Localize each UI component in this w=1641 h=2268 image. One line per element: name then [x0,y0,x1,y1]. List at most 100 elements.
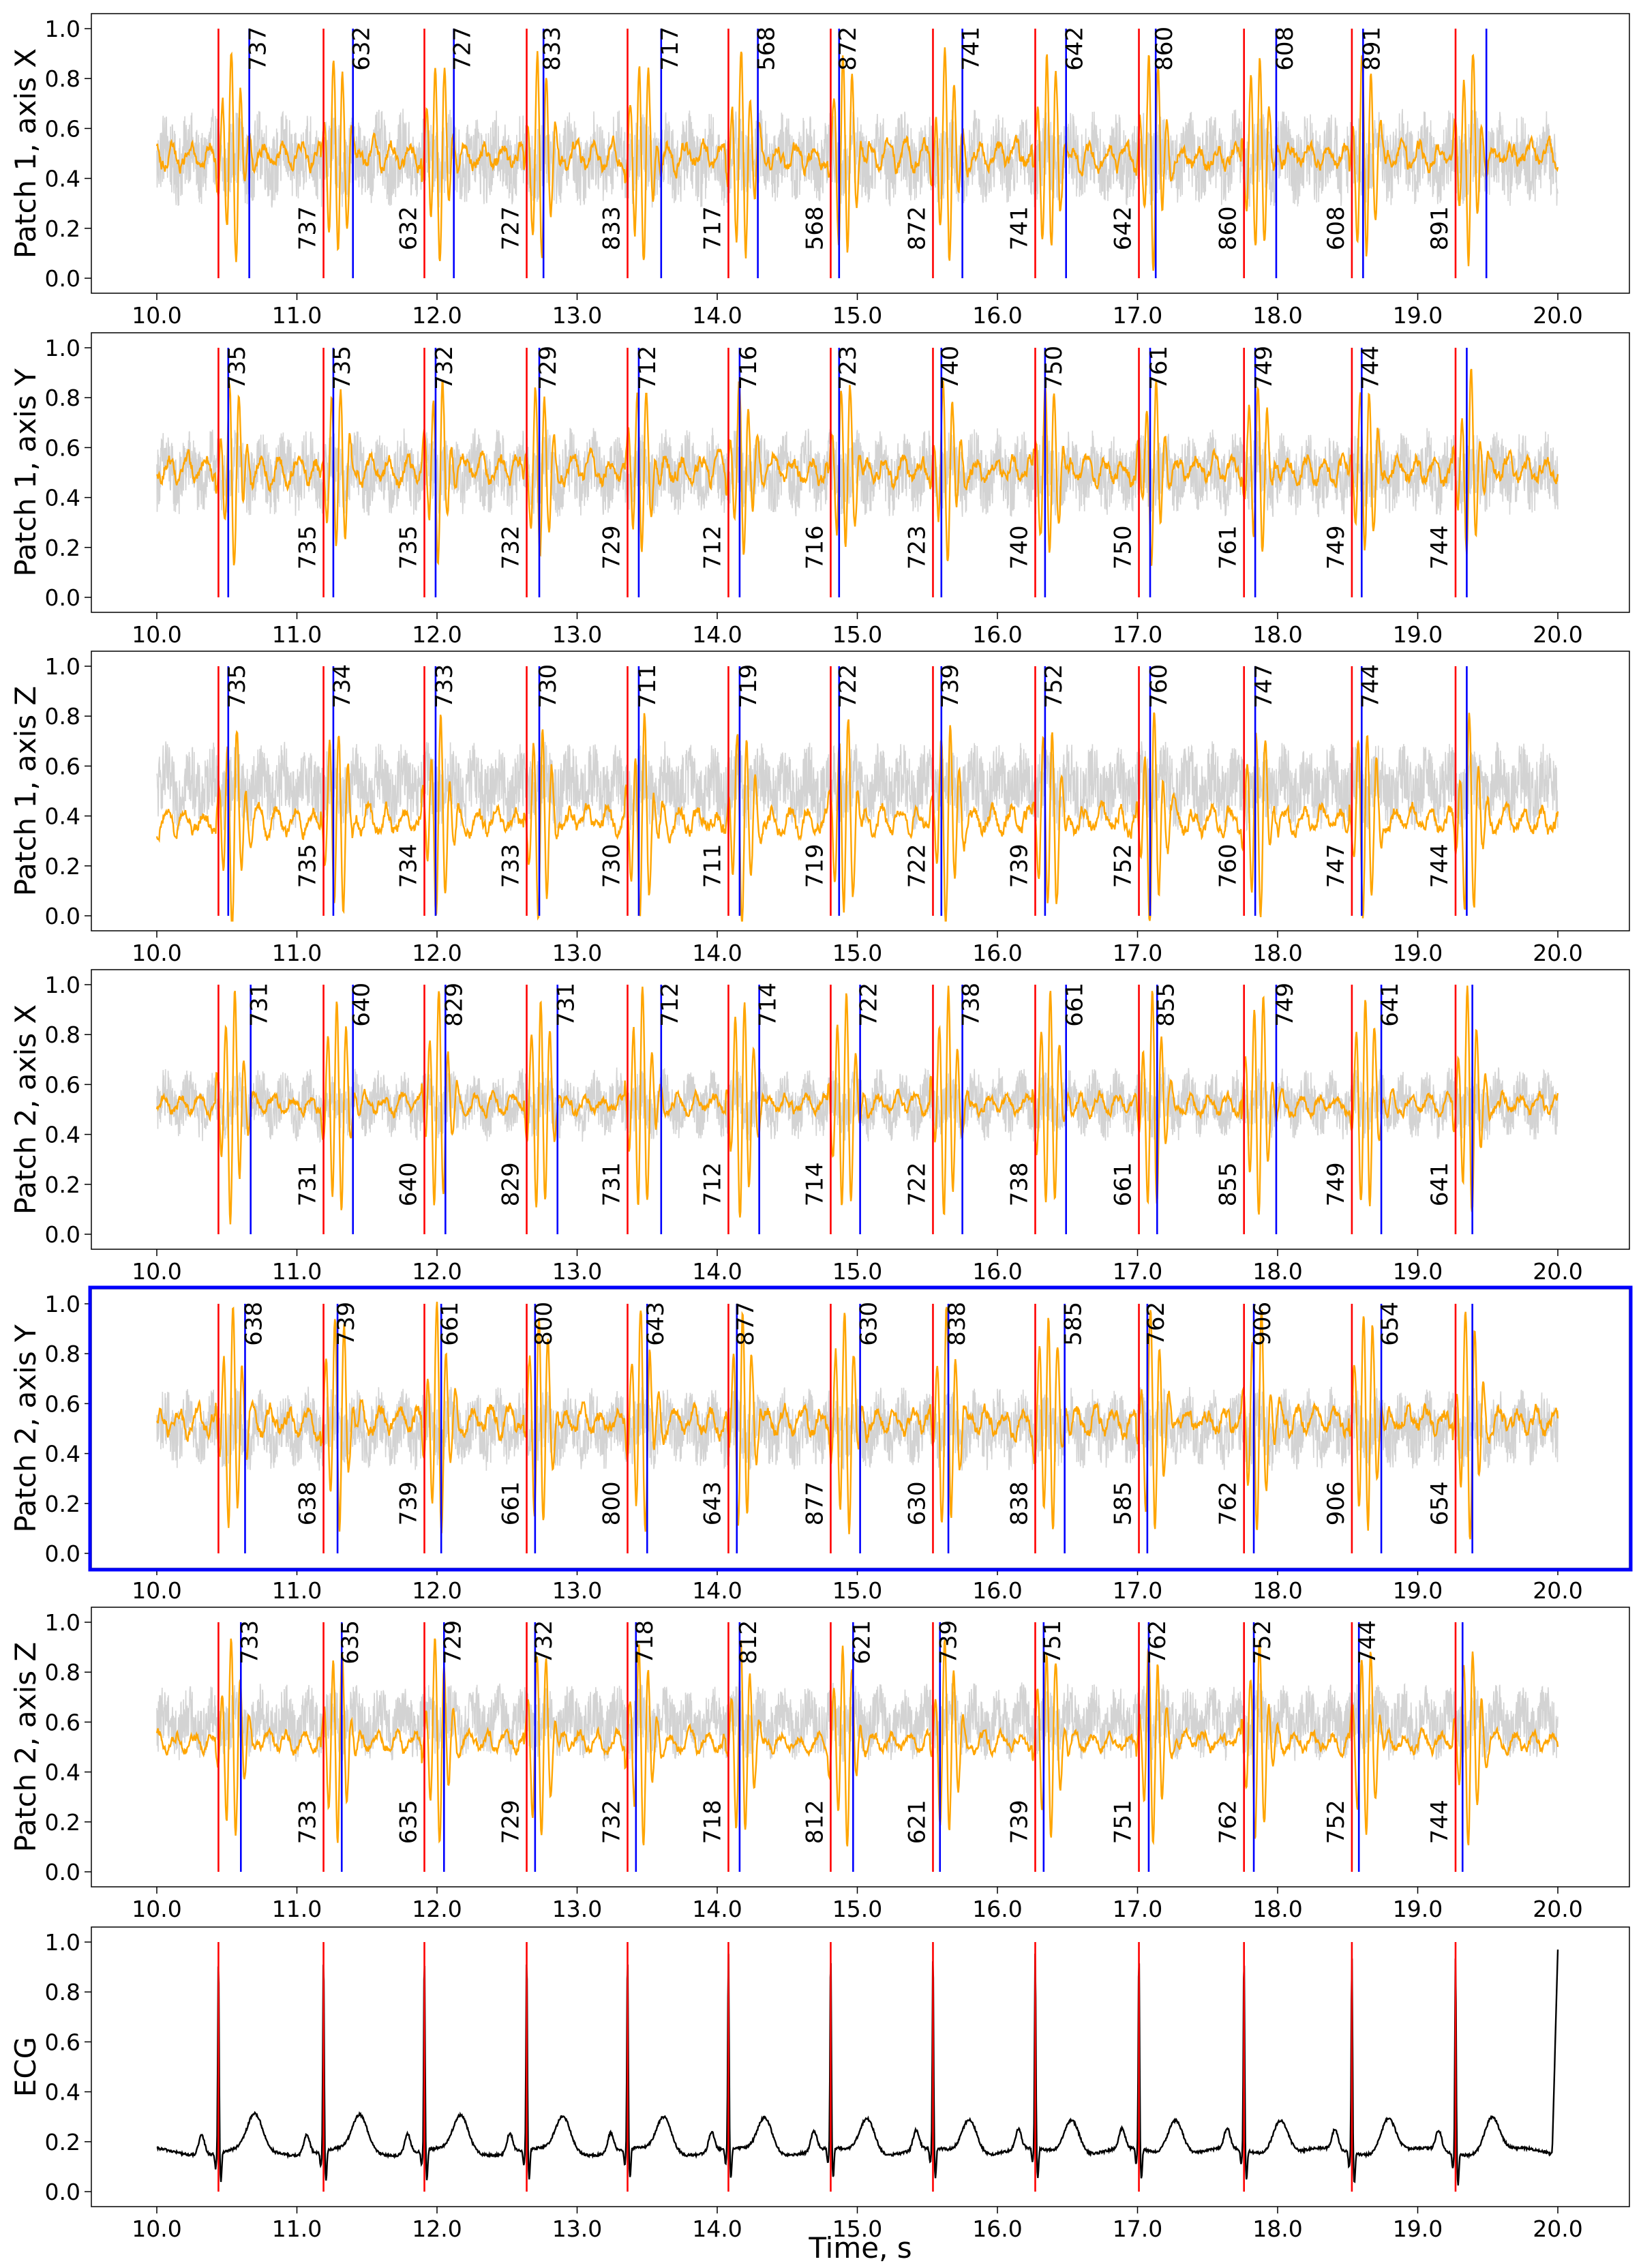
y-tick-label: 0.4 [45,1441,80,1467]
interval-label-upper: 735 [224,664,251,708]
interval-label-upper: 727 [449,27,477,71]
panel-5: 638 638 739 739 661 661 800 800 643 643 877 877 630 6… [9,1285,1633,1604]
x-tick-label: 17.0 [1113,1577,1162,1604]
interval-label-upper: 735 [329,346,356,390]
x-tick-label: 15.0 [832,302,882,329]
y-tick-label: 0.0 [45,1859,80,1885]
axes-frame [91,969,1630,1250]
y-tick-label: 0.6 [45,1709,80,1735]
y-tick-label: 0.0 [45,1540,80,1567]
y-tick-label: 1.0 [45,653,80,680]
interval-label-upper: 739 [937,664,964,708]
interval-label-upper: 732 [530,1620,558,1665]
x-tick-label: 20.0 [1533,940,1582,966]
interval-label-upper: 585 [1060,1302,1087,1346]
interval-label-lower: 739 [1006,1800,1033,1844]
interval-label-upper: 608 [1271,27,1299,71]
interval-label-lower: 654 [1426,1481,1454,1525]
x-tick-label: 18.0 [1252,1258,1302,1285]
x-tick-label: 11.0 [272,940,322,966]
interval-label-upper: 711 [634,664,661,708]
interval-label-lower: 906 [1323,1481,1350,1525]
y-axis-label: Patch 2, axis Y [9,1324,42,1533]
axes-frame [91,1607,1630,1887]
interval-label-lower: 712 [699,1162,726,1206]
interval-label-lower: 800 [598,1481,625,1525]
raw-signal-trace [156,1386,1559,1471]
x-tick-label: 16.0 [972,1577,1022,1604]
x-tick-label: 12.0 [412,621,462,648]
panel-7: 10.0 11.0 12.0 13.0 14.0 15.0 16.0 17.0 18.0 19.0… [9,1926,1630,2242]
x-tick-label: 14.0 [692,1577,742,1604]
interval-label-lower: 632 [395,206,423,250]
x-tick-label: 13.0 [552,1896,602,1922]
y-tick-label: 0.2 [45,1809,80,1836]
x-tick-label: 16.0 [972,1896,1022,1922]
y-tick-label: 1.0 [45,335,80,361]
x-tick-label: 15.0 [832,1577,882,1604]
interval-label-upper: 661 [436,1302,464,1346]
x-tick-label: 18.0 [1252,302,1302,329]
interval-label-upper: 761 [1145,346,1173,390]
panel-3: 735 735 734 734 733 733 730 730 711 711 719 719 722 7… [9,651,1630,966]
filtered-signal-trace [155,1301,1559,1540]
interval-label-upper: 729 [535,346,562,390]
x-tick-label: 15.0 [832,1258,882,1285]
y-tick-label: 0.0 [45,584,80,611]
interval-label-upper: 642 [1062,27,1089,71]
y-tick-label: 0.2 [45,853,80,880]
interval-label-lower: 877 [801,1481,828,1525]
ecg-trace [156,1949,1559,2186]
x-tick-label: 16.0 [972,1258,1022,1285]
y-axis-label: Patch 1, axis X [9,48,42,258]
interval-label-upper: 762 [1143,1302,1170,1346]
x-tick-label: 17.0 [1113,940,1162,966]
y-tick-label: 0.8 [45,703,80,730]
interval-label-lower: 638 [295,1481,322,1525]
interval-label-lower: 722 [903,844,931,888]
interval-label-upper: 723 [834,346,862,390]
interval-label-upper: 855 [1152,983,1179,1027]
plot-area [155,1622,1559,1872]
x-tick-label: 14.0 [692,621,742,648]
x-tick-label: 18.0 [1252,1577,1302,1604]
plot-area [155,1301,1559,1553]
interval-label-lower: 812 [801,1800,828,1844]
interval-label-upper: 744 [1354,1620,1381,1665]
interval-label-upper: 641 [1376,983,1404,1027]
interval-label-upper: 635 [337,1620,364,1665]
interval-label-upper: 731 [246,983,273,1027]
interval-label-upper: 722 [856,983,883,1027]
panels: 737 737 632 632 727 727 833 833 717 717 568 568 872 8… [9,13,1633,2242]
y-axis-label: ECG [9,2037,42,2097]
interval-label-upper: 872 [834,27,862,71]
interval-label-upper: 719 [735,664,762,708]
interval-label-lower: 735 [395,525,423,569]
interval-label-upper: 717 [657,27,684,71]
interval-label-lower: 608 [1323,206,1350,250]
interval-label-lower: 739 [395,1481,423,1525]
interval-label-lower: 752 [1323,1800,1350,1844]
x-tick-label: 20.0 [1533,621,1582,648]
y-tick-label: 0.6 [45,115,80,142]
interval-label-lower: 734 [395,844,423,888]
panel-4: 731 731 640 640 829 829 731 731 712 712 714 714 722 7… [9,969,1630,1285]
filtered-signal-trace [155,1638,1559,1847]
y-tick-label: 0.4 [45,803,80,830]
x-tick-label: 11.0 [272,1258,322,1285]
interval-label-upper: 738 [958,983,985,1027]
interval-label-lower: 855 [1215,1162,1242,1206]
axes-frame [91,13,1630,294]
filtered-signal-trace [155,47,1559,271]
x-tick-label: 12.0 [412,302,462,329]
x-tick-label: 10.0 [132,302,181,329]
interval-label-upper: 568 [753,27,781,71]
filtered-signal-trace [155,368,1559,567]
interval-label-lower: 762 [1215,1481,1242,1525]
interval-label-lower: 635 [395,1800,423,1844]
interval-label-lower: 739 [1006,844,1033,888]
y-axis-label: Patch 2, axis Z [9,1642,42,1852]
interval-label-lower: 661 [1110,1162,1137,1206]
x-tick-label: 11.0 [272,1577,322,1604]
y-tick-label: 0.6 [45,434,80,461]
